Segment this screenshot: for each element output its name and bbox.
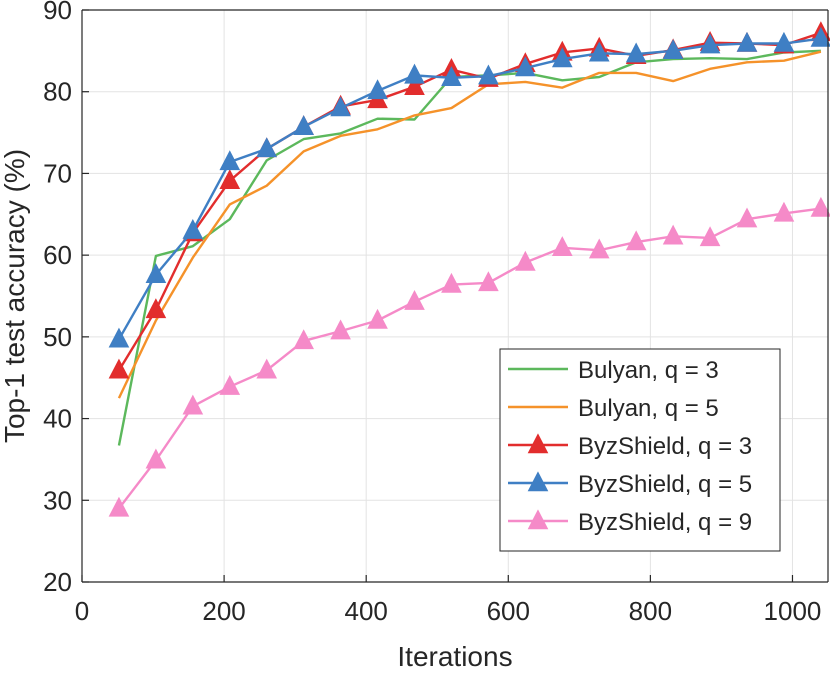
x-tick-label: 0: [75, 596, 89, 626]
data-point: [108, 358, 130, 379]
x-tick-label: 600: [487, 596, 530, 626]
data-point: [219, 169, 241, 189]
data-point: [367, 308, 388, 329]
data-point: [478, 271, 499, 292]
legend-label: ByzShield, q = 9: [578, 509, 752, 536]
series-line: [117, 50, 822, 399]
data-point: [551, 236, 573, 256]
tick-labels: 0 200 400 600 800 1000 20 30 40 50 60 70 80 90: [43, 0, 821, 626]
legend-swatch-marker: [527, 509, 549, 530]
data-point: [736, 207, 758, 228]
data-point: [145, 298, 167, 319]
series-line: [117, 207, 822, 510]
data-point: [404, 290, 425, 310]
data-point: [182, 218, 204, 239]
legend-swatch-marker: [527, 471, 549, 492]
legend-swatch-marker: [527, 433, 549, 454]
y-tick-label: 30: [43, 485, 72, 515]
data-point: [108, 327, 130, 348]
data-point: [404, 63, 425, 84]
data-point: [625, 230, 647, 251]
data-point: [810, 26, 830, 47]
data-point: [256, 137, 278, 158]
data-point: [145, 448, 167, 469]
data-point: [219, 150, 241, 171]
data-point: [699, 33, 721, 54]
y-tick-label: 20: [43, 567, 72, 597]
data-point: [588, 238, 610, 259]
data-point: [441, 272, 462, 293]
data-point: [551, 47, 573, 68]
data-point: [625, 42, 647, 63]
legend-label: ByzShield, q = 3: [578, 433, 752, 460]
legend-label: ByzShield, q = 5: [578, 471, 752, 498]
x-tick-label: 1000: [764, 596, 822, 626]
data-point: [773, 201, 795, 222]
data-point: [330, 319, 351, 340]
data-point: [293, 115, 314, 136]
series-lines: [108, 21, 830, 517]
y-tick-label: 80: [43, 77, 72, 107]
data-point: [441, 66, 462, 87]
axes: [81, 9, 829, 583]
data-point: [108, 496, 130, 517]
data-point: [404, 75, 425, 96]
x-tick-label: 200: [202, 596, 245, 626]
data-point: [699, 226, 721, 247]
data-point: [293, 329, 314, 350]
data-point: [256, 358, 278, 379]
y-tick-label: 90: [43, 0, 72, 25]
legend-box: [499, 348, 781, 552]
y-axis-title: Top-1 test accuracy (%): [0, 149, 30, 443]
x-axis-title: Iterations: [397, 641, 512, 670]
series-2: [117, 50, 822, 399]
series-4: [108, 26, 830, 348]
x-tick-label: 400: [344, 596, 387, 626]
y-tick-label: 40: [43, 404, 72, 434]
series-5: [108, 196, 830, 517]
data-point: [515, 56, 536, 77]
data-point: [515, 250, 536, 271]
y-tick-label: 60: [43, 240, 72, 270]
data-point: [736, 31, 758, 52]
data-point: [810, 196, 830, 217]
data-point: [662, 224, 684, 245]
data-point: [662, 39, 684, 60]
legend-label: Bulyan, q = 5: [578, 395, 719, 422]
data-point: [773, 31, 795, 52]
legend-label: Bulyan, q = 3: [578, 357, 719, 384]
data-point: [145, 263, 167, 283]
data-point: [478, 64, 499, 85]
data-point: [219, 375, 241, 395]
y-tick-label: 70: [43, 158, 72, 188]
data-point: [588, 41, 610, 62]
data-point: [330, 96, 351, 117]
data-point: [182, 394, 204, 415]
legend: Bulyan, q = 3 Bulyan, q = 5 ByzShield, q =…: [499, 348, 781, 552]
y-tick-label: 50: [43, 322, 72, 352]
x-tick-label: 800: [629, 596, 672, 626]
data-point: [367, 79, 388, 100]
